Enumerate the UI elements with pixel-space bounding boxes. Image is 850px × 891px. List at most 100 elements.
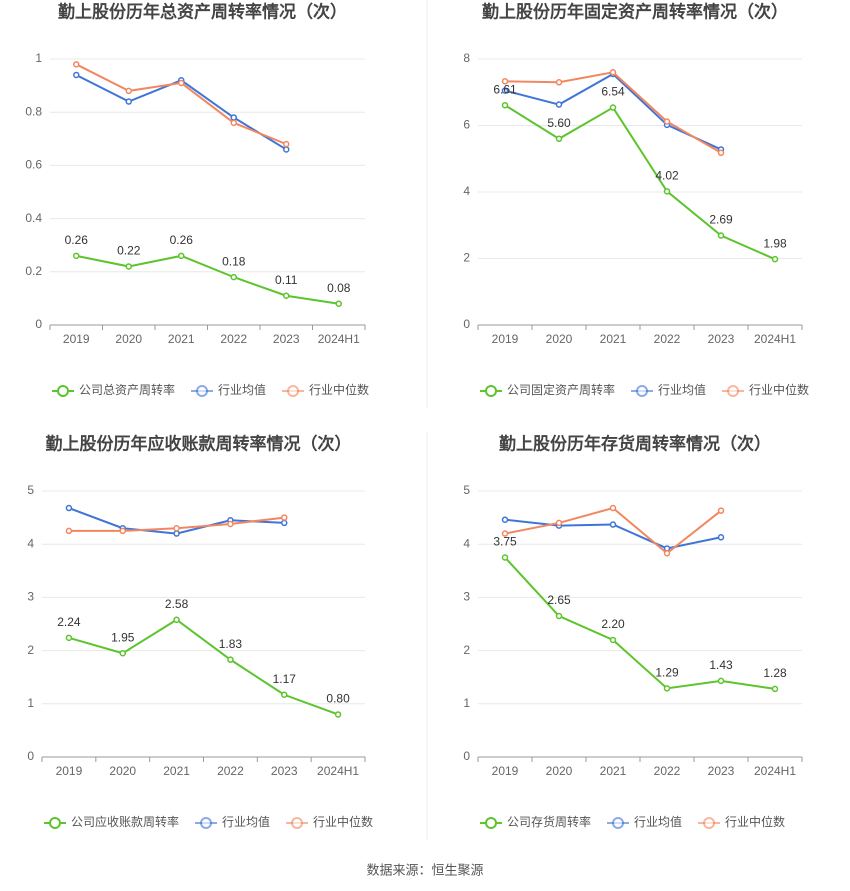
x-tick-label: 2020: [109, 764, 136, 778]
data-point: [281, 691, 288, 699]
data-point: [73, 252, 80, 260]
series-line: [504, 104, 776, 261]
x-tick-label: 2024H1: [754, 764, 796, 778]
y-tick-label: 0: [463, 749, 470, 763]
y-tick-label: 1: [27, 696, 34, 710]
data-point: [555, 519, 563, 527]
legend-label: 公司固定资产周转率: [507, 382, 615, 397]
data-point: [609, 69, 617, 76]
data-label: 2.65: [547, 593, 571, 607]
data-point: [230, 273, 237, 281]
data-point: [663, 685, 671, 692]
data-point: [173, 524, 180, 532]
data-point: [119, 650, 126, 657]
data-label: 0.26: [65, 233, 89, 247]
x-tick-label: 2020: [546, 764, 573, 778]
data-point: [73, 71, 80, 79]
legend-marker: [703, 817, 716, 829]
legend-marker: [612, 817, 625, 829]
data-point: [281, 519, 288, 527]
chart-title: 勤上股份历年总资产周转率情况（次）: [58, 1, 347, 21]
data-point: [771, 685, 779, 693]
x-tick-label: 2021: [600, 764, 627, 778]
data-point: [501, 530, 509, 537]
legend-marker: [485, 817, 497, 829]
x-tick-label: 2021: [163, 764, 190, 778]
legend-marker: [727, 385, 740, 397]
data-point: [555, 135, 563, 143]
y-tick-label: 1: [463, 696, 470, 710]
y-tick-label: 3: [463, 590, 470, 604]
x-tick-label: 2020: [546, 332, 573, 346]
data-label: 1.43: [709, 658, 733, 672]
y-tick-label: 4: [463, 184, 470, 198]
y-tick-label: 5: [463, 483, 470, 497]
y-tick-label: 8: [463, 51, 470, 65]
data-point: [178, 252, 185, 260]
legend-label: 行业均值: [658, 382, 706, 397]
data-label: 5.60: [547, 116, 571, 130]
y-tick-label: 0: [463, 317, 470, 331]
legend-label: 行业均值: [222, 814, 270, 829]
chart-title: 勤上股份历年应收账款周转率情况（次）: [46, 433, 352, 453]
y-tick-label: 0.6: [25, 158, 42, 172]
data-label: 1.28: [763, 666, 787, 680]
data-point: [717, 677, 725, 685]
data-point: [178, 79, 185, 87]
x-tick-label: 2024H1: [318, 332, 360, 346]
data-label: 2.20: [601, 617, 625, 631]
data-label: 2.24: [57, 615, 81, 629]
legend-label: 行业均值: [634, 814, 682, 829]
x-tick-label: 2023: [273, 332, 300, 346]
data-point: [717, 507, 725, 514]
series-line: [68, 618, 339, 716]
y-tick-label: 6: [463, 118, 470, 132]
legend-label: 行业均值: [218, 382, 266, 397]
x-tick-label: 2019: [492, 764, 519, 778]
x-tick-label: 2022: [654, 332, 681, 346]
data-point: [555, 79, 563, 86]
x-tick-label: 2020: [115, 332, 142, 346]
x-tick-label: 2023: [708, 764, 735, 778]
data-point: [501, 78, 509, 85]
data-point: [609, 504, 617, 512]
data-point: [230, 114, 237, 121]
x-tick-label: 2022: [220, 332, 247, 346]
data-point: [283, 140, 290, 148]
y-tick-label: 0: [35, 317, 42, 331]
legend-marker: [485, 385, 497, 397]
data-label: 0.18: [222, 254, 246, 268]
y-tick-label: 2: [27, 643, 34, 657]
legend-label: 行业中位数: [313, 814, 373, 829]
data-point: [335, 300, 342, 307]
chart-title: 勤上股份历年固定资产周转率情况（次）: [482, 1, 788, 21]
legend-label: 公司应收账款周转率: [71, 814, 179, 829]
data-point: [227, 656, 234, 663]
data-label: 0.26: [170, 233, 194, 247]
data-point: [717, 149, 725, 157]
x-tick-label: 2021: [168, 332, 195, 346]
data-point: [717, 232, 725, 239]
legend-label: 公司存货周转率: [507, 814, 591, 829]
y-tick-label: 0.8: [25, 104, 42, 118]
data-point: [501, 516, 509, 523]
data-label: 1.17: [273, 672, 297, 686]
data-point: [65, 634, 73, 642]
data-point: [717, 534, 725, 541]
data-point: [334, 711, 342, 718]
data-label: 3.75: [493, 535, 517, 549]
data-point: [501, 101, 509, 109]
data-point: [65, 527, 73, 535]
data-label: 2.58: [165, 597, 189, 611]
chart-title: 勤上股份历年存货周转率情况（次）: [499, 433, 771, 453]
data-point: [609, 636, 617, 644]
data-point: [501, 87, 509, 94]
legend-marker: [287, 385, 300, 397]
data-point: [125, 263, 132, 270]
data-point: [125, 87, 132, 95]
y-tick-label: 0: [27, 749, 34, 763]
series-line: [504, 506, 722, 555]
x-tick-label: 2023: [271, 764, 298, 778]
y-tick-label: 3: [27, 590, 34, 604]
